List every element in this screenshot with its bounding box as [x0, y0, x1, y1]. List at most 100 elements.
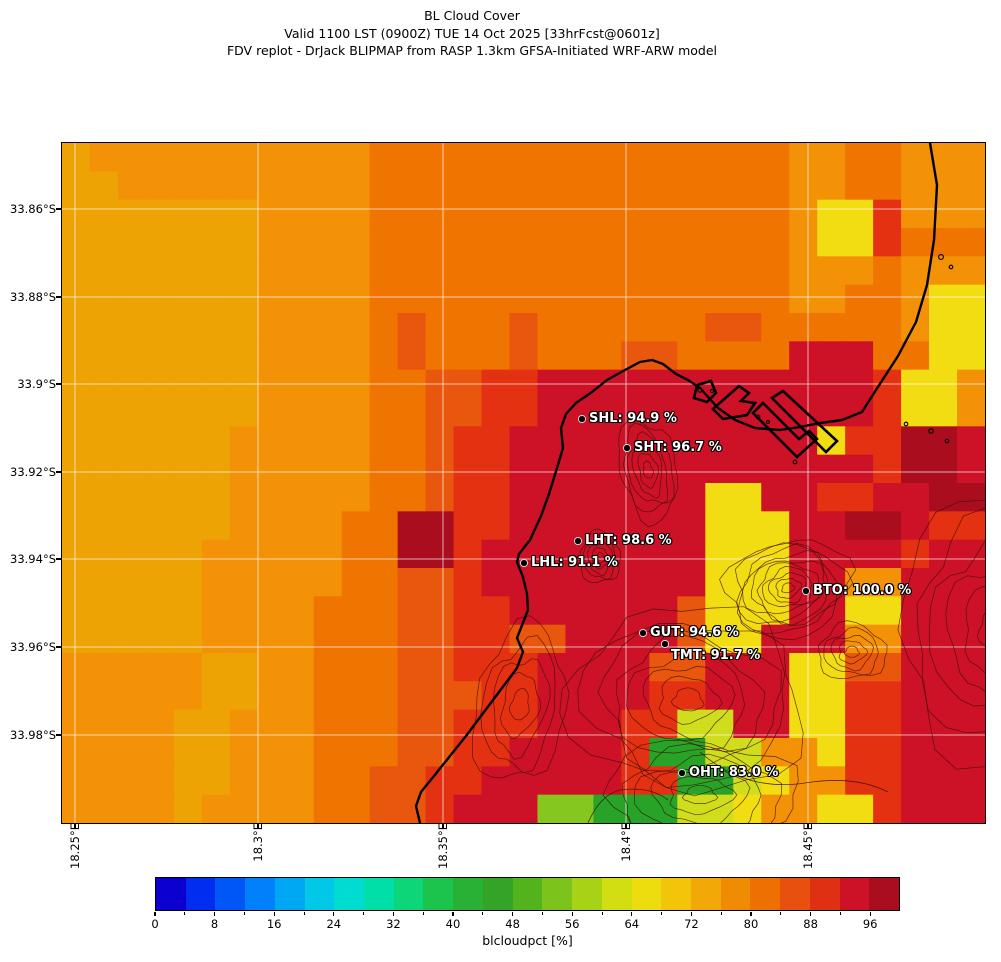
- colorbar-segment: [839, 878, 870, 910]
- station-label: GUT: 94.6 %: [650, 625, 739, 640]
- colorbar-minor-tick: [661, 911, 663, 915]
- station-marker-dot: [802, 587, 810, 595]
- colorbar-minor-tick: [839, 911, 841, 915]
- colorbar-minor-tick: [303, 911, 305, 915]
- lat-tick-mark: [55, 471, 61, 473]
- lat-tick-mark: [55, 296, 61, 298]
- colorbar-segment: [156, 878, 186, 910]
- lon-tick-mark: [257, 823, 259, 829]
- station-label: LHL: 91.1 %: [531, 555, 618, 570]
- station-marker-dot: [639, 629, 647, 637]
- lat-tick-mark: [55, 734, 61, 736]
- colorbar-segment: [750, 878, 781, 910]
- colorbar-segment: [245, 878, 275, 910]
- colorbar-segment: [334, 878, 365, 910]
- chart-subtitle-valid-time: Valid 1100 LST (0900Z) TUE 14 Oct 2025 […: [284, 25, 660, 41]
- colorbar-tick-label: 0: [151, 917, 159, 931]
- lat-tick-label: 33.9°S: [17, 376, 56, 391]
- station-label: TMT: 91.7 %: [671, 648, 761, 663]
- map-svg: [62, 143, 985, 823]
- lat-tick-mark: [55, 646, 61, 648]
- colorbar-tick: [273, 911, 275, 916]
- colorbar-tick: [571, 911, 573, 916]
- colorbar-segment: [482, 878, 513, 910]
- colorbar-segment: [304, 878, 335, 910]
- station-label: OHT: 83.0 %: [689, 765, 779, 780]
- map-plot: SHL: 94.9 % SHT: 96.7 % LHT: 98.6 % LHL: 91…: [61, 142, 986, 824]
- colorbar-minor-tick: [243, 911, 245, 915]
- lon-tick-label: 18.25°E: [68, 823, 82, 869]
- colorbar-segment: [869, 878, 899, 910]
- colorbar-minor-tick: [541, 911, 543, 915]
- station-marker-dot: [661, 640, 669, 648]
- colorbar-tick-label: 96: [862, 917, 878, 931]
- colorbar-minor-tick: [780, 911, 782, 915]
- colorbar: [155, 877, 900, 911]
- lon-tick-mark: [74, 823, 76, 829]
- lat-tick-label: 33.98°S: [10, 727, 56, 742]
- colorbar-minor-tick: [184, 911, 186, 915]
- colorbar-minor-tick: [422, 911, 424, 915]
- station-marker-dot: [520, 559, 528, 567]
- colorbar-tick-label: 8: [210, 917, 219, 931]
- lon-tick-mark: [625, 823, 627, 829]
- station-label: SHL: 94.9 %: [589, 411, 677, 426]
- colorbar-tick-label: 72: [684, 917, 699, 931]
- colorbar-segment: [393, 878, 424, 910]
- colorbar-segment: [512, 878, 543, 910]
- station-label: SHT: 96.7 %: [634, 440, 722, 455]
- lat-tick-mark: [55, 558, 61, 560]
- station-marker-dot: [578, 415, 586, 423]
- colorbar-segment: [661, 878, 691, 910]
- colorbar-tick-label: 80: [743, 917, 759, 931]
- station-marker-dot: [623, 444, 631, 452]
- colorbar-tick-label: 24: [326, 917, 342, 931]
- colorbar-tick: [869, 911, 871, 916]
- colorbar-label: blcloudpct [%]: [482, 933, 573, 948]
- colorbar-tick-label: 88: [803, 917, 818, 931]
- lat-tick-label: 33.86°S: [10, 201, 56, 216]
- lat-tick-mark: [55, 208, 61, 210]
- lat-tick-label: 33.94°S: [10, 551, 56, 566]
- lat-tick-label: 33.92°S: [10, 464, 56, 479]
- colorbar-tick-label: 56: [564, 917, 580, 931]
- colorbar-tick: [690, 911, 692, 916]
- title-block: BL Cloud Cover Valid 1100 LST (0900Z) TU…: [0, 7, 944, 60]
- colorbar-tick: [631, 911, 633, 916]
- colorbar-tick: [452, 911, 454, 916]
- colorbar-minor-tick: [601, 911, 603, 915]
- colorbar-minor-tick: [482, 911, 484, 915]
- colorbar-segment: [453, 878, 483, 910]
- colorbar-segment: [780, 878, 810, 910]
- colorbar-minor-tick: [363, 911, 365, 915]
- colorbar-tick-label: 16: [266, 917, 282, 931]
- lon-tick-mark: [442, 823, 444, 829]
- chart-subtitle-source: FDV replot - DrJack BLIPMAP from RASP 1.…: [226, 43, 718, 58]
- colorbar-tick-label: 32: [386, 917, 401, 931]
- lon-tick-mark: [807, 823, 809, 829]
- station-label: BTO: 100.0 %: [813, 583, 912, 598]
- colorbar-tick-label: 40: [445, 917, 461, 931]
- colorbar-segment: [423, 878, 454, 910]
- colorbar-segment: [364, 878, 394, 910]
- colorbar-segment: [631, 878, 662, 910]
- colorbar-segment: [215, 878, 246, 910]
- station-marker-dot: [574, 537, 582, 545]
- colorbar-tick: [154, 911, 156, 916]
- colorbar-segment: [690, 878, 721, 910]
- colorbar-segment: [185, 878, 216, 910]
- colorbar-tick: [750, 911, 752, 916]
- colorbar-tick: [214, 911, 216, 916]
- colorbar-segment: [601, 878, 632, 910]
- colorbar-segment: [720, 878, 751, 910]
- colorbar-tick-label: 48: [505, 917, 520, 931]
- colorbar-tick: [512, 911, 514, 916]
- colorbar-tick: [333, 911, 335, 916]
- colorbar-segment: [274, 878, 305, 910]
- colorbar-minor-tick: [720, 911, 722, 915]
- colorbar-tick: [810, 911, 812, 916]
- colorbar-tick-label: 64: [624, 917, 640, 931]
- lat-tick-label: 33.88°S: [10, 289, 56, 304]
- lat-tick-label: 33.96°S: [10, 639, 56, 654]
